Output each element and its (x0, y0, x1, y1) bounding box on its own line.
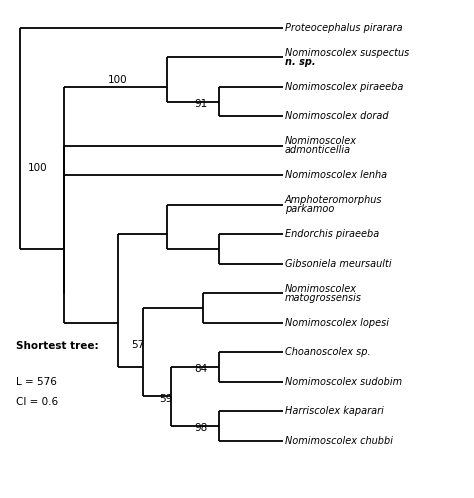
Text: 100: 100 (28, 163, 48, 173)
Text: Nomimoscolex dorad: Nomimoscolex dorad (285, 111, 388, 121)
Text: Gibsoniela meursaulti: Gibsoniela meursaulti (285, 259, 392, 269)
Text: Nomimoscolex suspectus: Nomimoscolex suspectus (285, 47, 409, 58)
Text: Nomimoscolex: Nomimoscolex (285, 283, 357, 293)
Text: Harriscolex kaparari: Harriscolex kaparari (285, 406, 383, 416)
Text: Nomimoscolex piraeeba: Nomimoscolex piraeeba (285, 82, 403, 92)
Text: Shortest tree:: Shortest tree: (16, 341, 99, 352)
Text: parkamoo: parkamoo (285, 205, 334, 215)
Text: matogrossensis: matogrossensis (285, 293, 362, 303)
Text: 59: 59 (159, 393, 172, 403)
Text: 84: 84 (194, 364, 208, 374)
Text: admonticellia: admonticellia (285, 145, 351, 155)
Text: L = 576: L = 576 (16, 377, 57, 387)
Text: 91: 91 (194, 99, 208, 109)
Text: Nomimoscolex chubbi: Nomimoscolex chubbi (285, 436, 393, 446)
Text: Proteocephalus pirararа: Proteocephalus pirararа (285, 23, 402, 33)
Text: Nomimoscolex: Nomimoscolex (285, 136, 357, 146)
Text: 98: 98 (194, 423, 208, 433)
Text: CI = 0.6: CI = 0.6 (16, 397, 58, 407)
Text: Amphoteromorphus: Amphoteromorphus (285, 195, 382, 205)
Text: Choanoscolex sp.: Choanoscolex sp. (285, 347, 370, 357)
Text: 57: 57 (131, 341, 144, 351)
Text: Nomimoscolex lopesi: Nomimoscolex lopesi (285, 318, 389, 328)
Text: 100: 100 (108, 75, 128, 85)
Text: Endorchis piraeeba: Endorchis piraeeba (285, 229, 379, 239)
Text: Nomimoscolex lenha: Nomimoscolex lenha (285, 170, 387, 180)
Text: n. sp.: n. sp. (285, 57, 315, 67)
Text: Nomimoscolex sudobim: Nomimoscolex sudobim (285, 377, 402, 387)
